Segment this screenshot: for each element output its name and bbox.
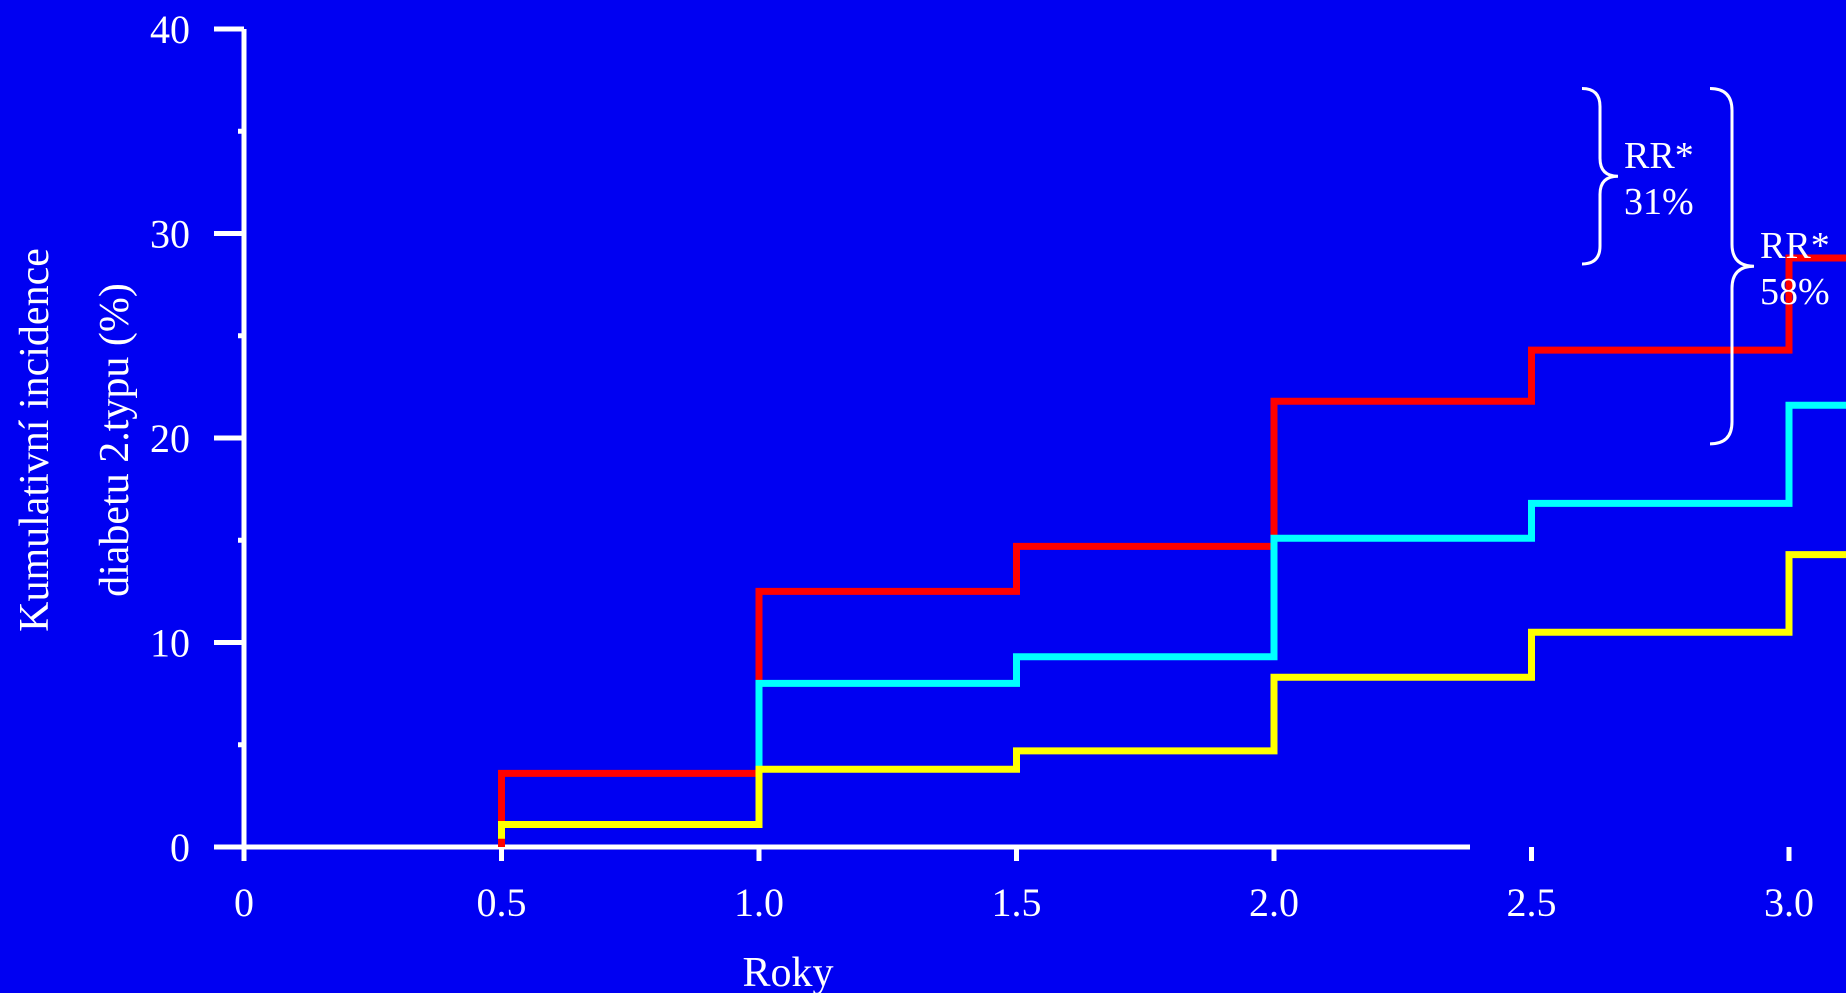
y-tick-label: 20 [150, 416, 190, 461]
brace [1581, 86, 1619, 266]
x-tick-label: 3.0 [1764, 880, 1814, 925]
y-axis-title-line: Kumulativní incidence [12, 248, 58, 632]
y-tick-label: 30 [150, 212, 190, 257]
x-tick-label: 1.5 [992, 880, 1042, 925]
series-line [755, 401, 1846, 774]
y-axis-title-line: diabetu 2.typu (%) [92, 283, 138, 597]
x-tick-label: 2.0 [1249, 880, 1299, 925]
y-tick-label: 10 [150, 621, 190, 666]
series-group [498, 254, 1846, 847]
y-tick-label: 0 [170, 825, 190, 870]
annotations-group: RR*31%RR*58% [1581, 86, 1830, 446]
x-axis-title: Roky [742, 950, 833, 993]
x-tick-label: 1.0 [734, 880, 784, 925]
x-tick-label: 0.5 [477, 880, 527, 925]
axes: 01020304000.51.01.52.02.53.03.54.0RokyKu… [12, 7, 1814, 993]
y-tick-label: 40 [150, 7, 190, 52]
brace [1709, 86, 1755, 446]
series-line [498, 551, 1846, 839]
rr-label: RR* [1624, 135, 1694, 177]
x-tick-label: 2.5 [1507, 880, 1557, 925]
rr-label: RR* [1760, 225, 1830, 267]
series-line [498, 254, 1846, 847]
x-tick-label: 0 [234, 880, 254, 925]
rr-value: 31% [1624, 181, 1694, 223]
rr-value: 58% [1760, 271, 1830, 313]
